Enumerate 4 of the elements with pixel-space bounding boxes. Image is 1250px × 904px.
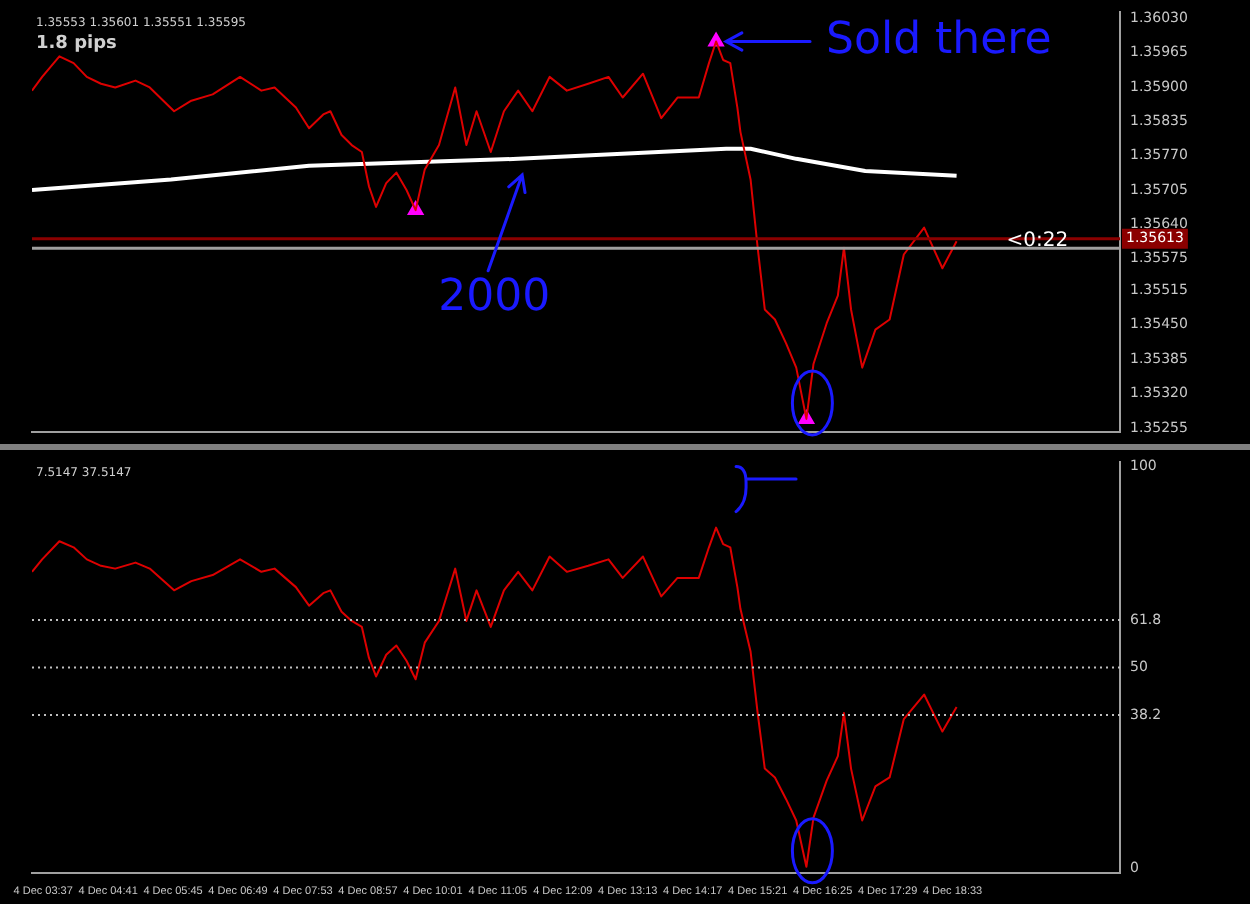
- annotation: Sold there: [826, 14, 1052, 65]
- annotation: 1.8 pips: [36, 34, 117, 55]
- annotation: 2000: [438, 272, 551, 323]
- annotation: <0:22: [1006, 230, 1069, 253]
